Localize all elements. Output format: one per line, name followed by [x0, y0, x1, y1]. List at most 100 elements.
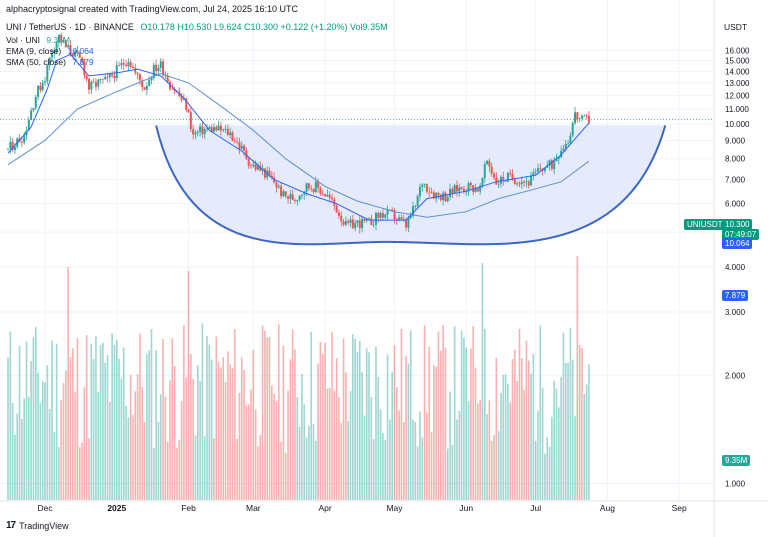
volume-bar [257, 446, 259, 500]
candle-body [525, 181, 528, 183]
volume-bar [375, 346, 377, 500]
candle-body [187, 109, 190, 113]
candle-body [372, 224, 375, 226]
candle-body [192, 129, 195, 135]
volume-bar [520, 358, 523, 500]
volume-bar [62, 382, 65, 500]
volume-bar [39, 402, 42, 500]
volume-bar [481, 263, 484, 500]
ema-value: 10.064 [67, 46, 94, 56]
candle-body [409, 215, 412, 218]
candle-body [414, 206, 417, 207]
volume-bar [328, 387, 331, 500]
candle-body [377, 212, 380, 218]
volume-bar [583, 394, 586, 500]
candle-body [337, 212, 340, 216]
volume-bar [294, 349, 296, 500]
volume-bar [569, 328, 572, 500]
candle-body [358, 220, 361, 229]
candle-body [460, 187, 463, 189]
candle-body [530, 175, 533, 186]
candle-body [520, 181, 523, 185]
candle-body [240, 145, 243, 149]
candle-body [64, 40, 67, 48]
candle-body [92, 81, 95, 83]
volume-bar [166, 441, 169, 500]
volume-bar [532, 353, 535, 500]
volume-bar [361, 371, 363, 500]
ema-legend: EMA (9, close) 10.064 [6, 46, 94, 56]
candle-body [252, 164, 255, 167]
symbol-price-tag: UNIUSDT [684, 219, 726, 230]
volume-bar [102, 342, 104, 500]
candle-body [206, 128, 209, 130]
candle-body [199, 126, 202, 132]
candle-body [486, 160, 489, 165]
candle-body [34, 96, 37, 108]
candle-body [162, 61, 165, 75]
volume-bar [18, 345, 21, 500]
candle-body [465, 191, 468, 193]
candle-body [138, 74, 141, 81]
candle-body [328, 194, 331, 198]
candle-body [215, 127, 218, 131]
volume-bar [95, 336, 97, 500]
candle-body [203, 129, 206, 135]
candle-body [208, 127, 211, 129]
volume-bar [190, 354, 192, 500]
volume-bar [217, 362, 220, 500]
candle-body [194, 132, 197, 135]
candle-body [37, 85, 40, 97]
candle-body [499, 176, 502, 184]
candle-body [518, 183, 521, 185]
volume-bar [516, 380, 518, 500]
volume-bar [488, 400, 491, 500]
volume-bar [419, 411, 421, 500]
volume-bar [389, 419, 391, 500]
volume-bar [349, 390, 352, 500]
candle-body [451, 188, 454, 194]
volume-bar [518, 328, 521, 500]
candle-body [474, 188, 477, 193]
candle-body [523, 181, 526, 183]
candle-body [280, 186, 283, 197]
volume-bar [164, 396, 167, 500]
volume-bar [338, 396, 340, 500]
candle-body [386, 209, 389, 215]
volume-bar [284, 452, 287, 500]
volume-bar [456, 419, 458, 500]
candle-body [509, 172, 512, 175]
volume-bar [486, 414, 488, 500]
candle-body [511, 174, 514, 180]
volume-bar [141, 386, 144, 500]
candle-body [120, 63, 123, 66]
candle-body [479, 185, 482, 192]
candle-body [48, 57, 51, 66]
candle-body [331, 197, 334, 200]
volume-bar [196, 365, 199, 500]
volume-bar [268, 337, 271, 500]
candle-body [368, 218, 371, 220]
candle-body [347, 221, 350, 223]
candle-body [143, 87, 146, 90]
candle-body [340, 215, 343, 222]
volume-bar [428, 347, 431, 500]
candle-body [71, 53, 74, 57]
candle-body [171, 88, 174, 90]
volume-bar [234, 329, 236, 500]
volume-bar [169, 380, 171, 500]
candle-body [571, 123, 574, 136]
candle-body [455, 185, 458, 192]
volume-bar [514, 349, 516, 500]
volume-bar [76, 337, 79, 500]
tradingview-logo-text: TradingView [19, 520, 69, 531]
volume-bar [296, 397, 299, 500]
candle-body [567, 143, 570, 145]
candle-body [391, 209, 394, 211]
candle-body [111, 74, 114, 76]
candle-body [67, 45, 70, 48]
candle-body [493, 173, 496, 178]
candle-body [222, 129, 225, 131]
volume-bar [113, 344, 116, 500]
